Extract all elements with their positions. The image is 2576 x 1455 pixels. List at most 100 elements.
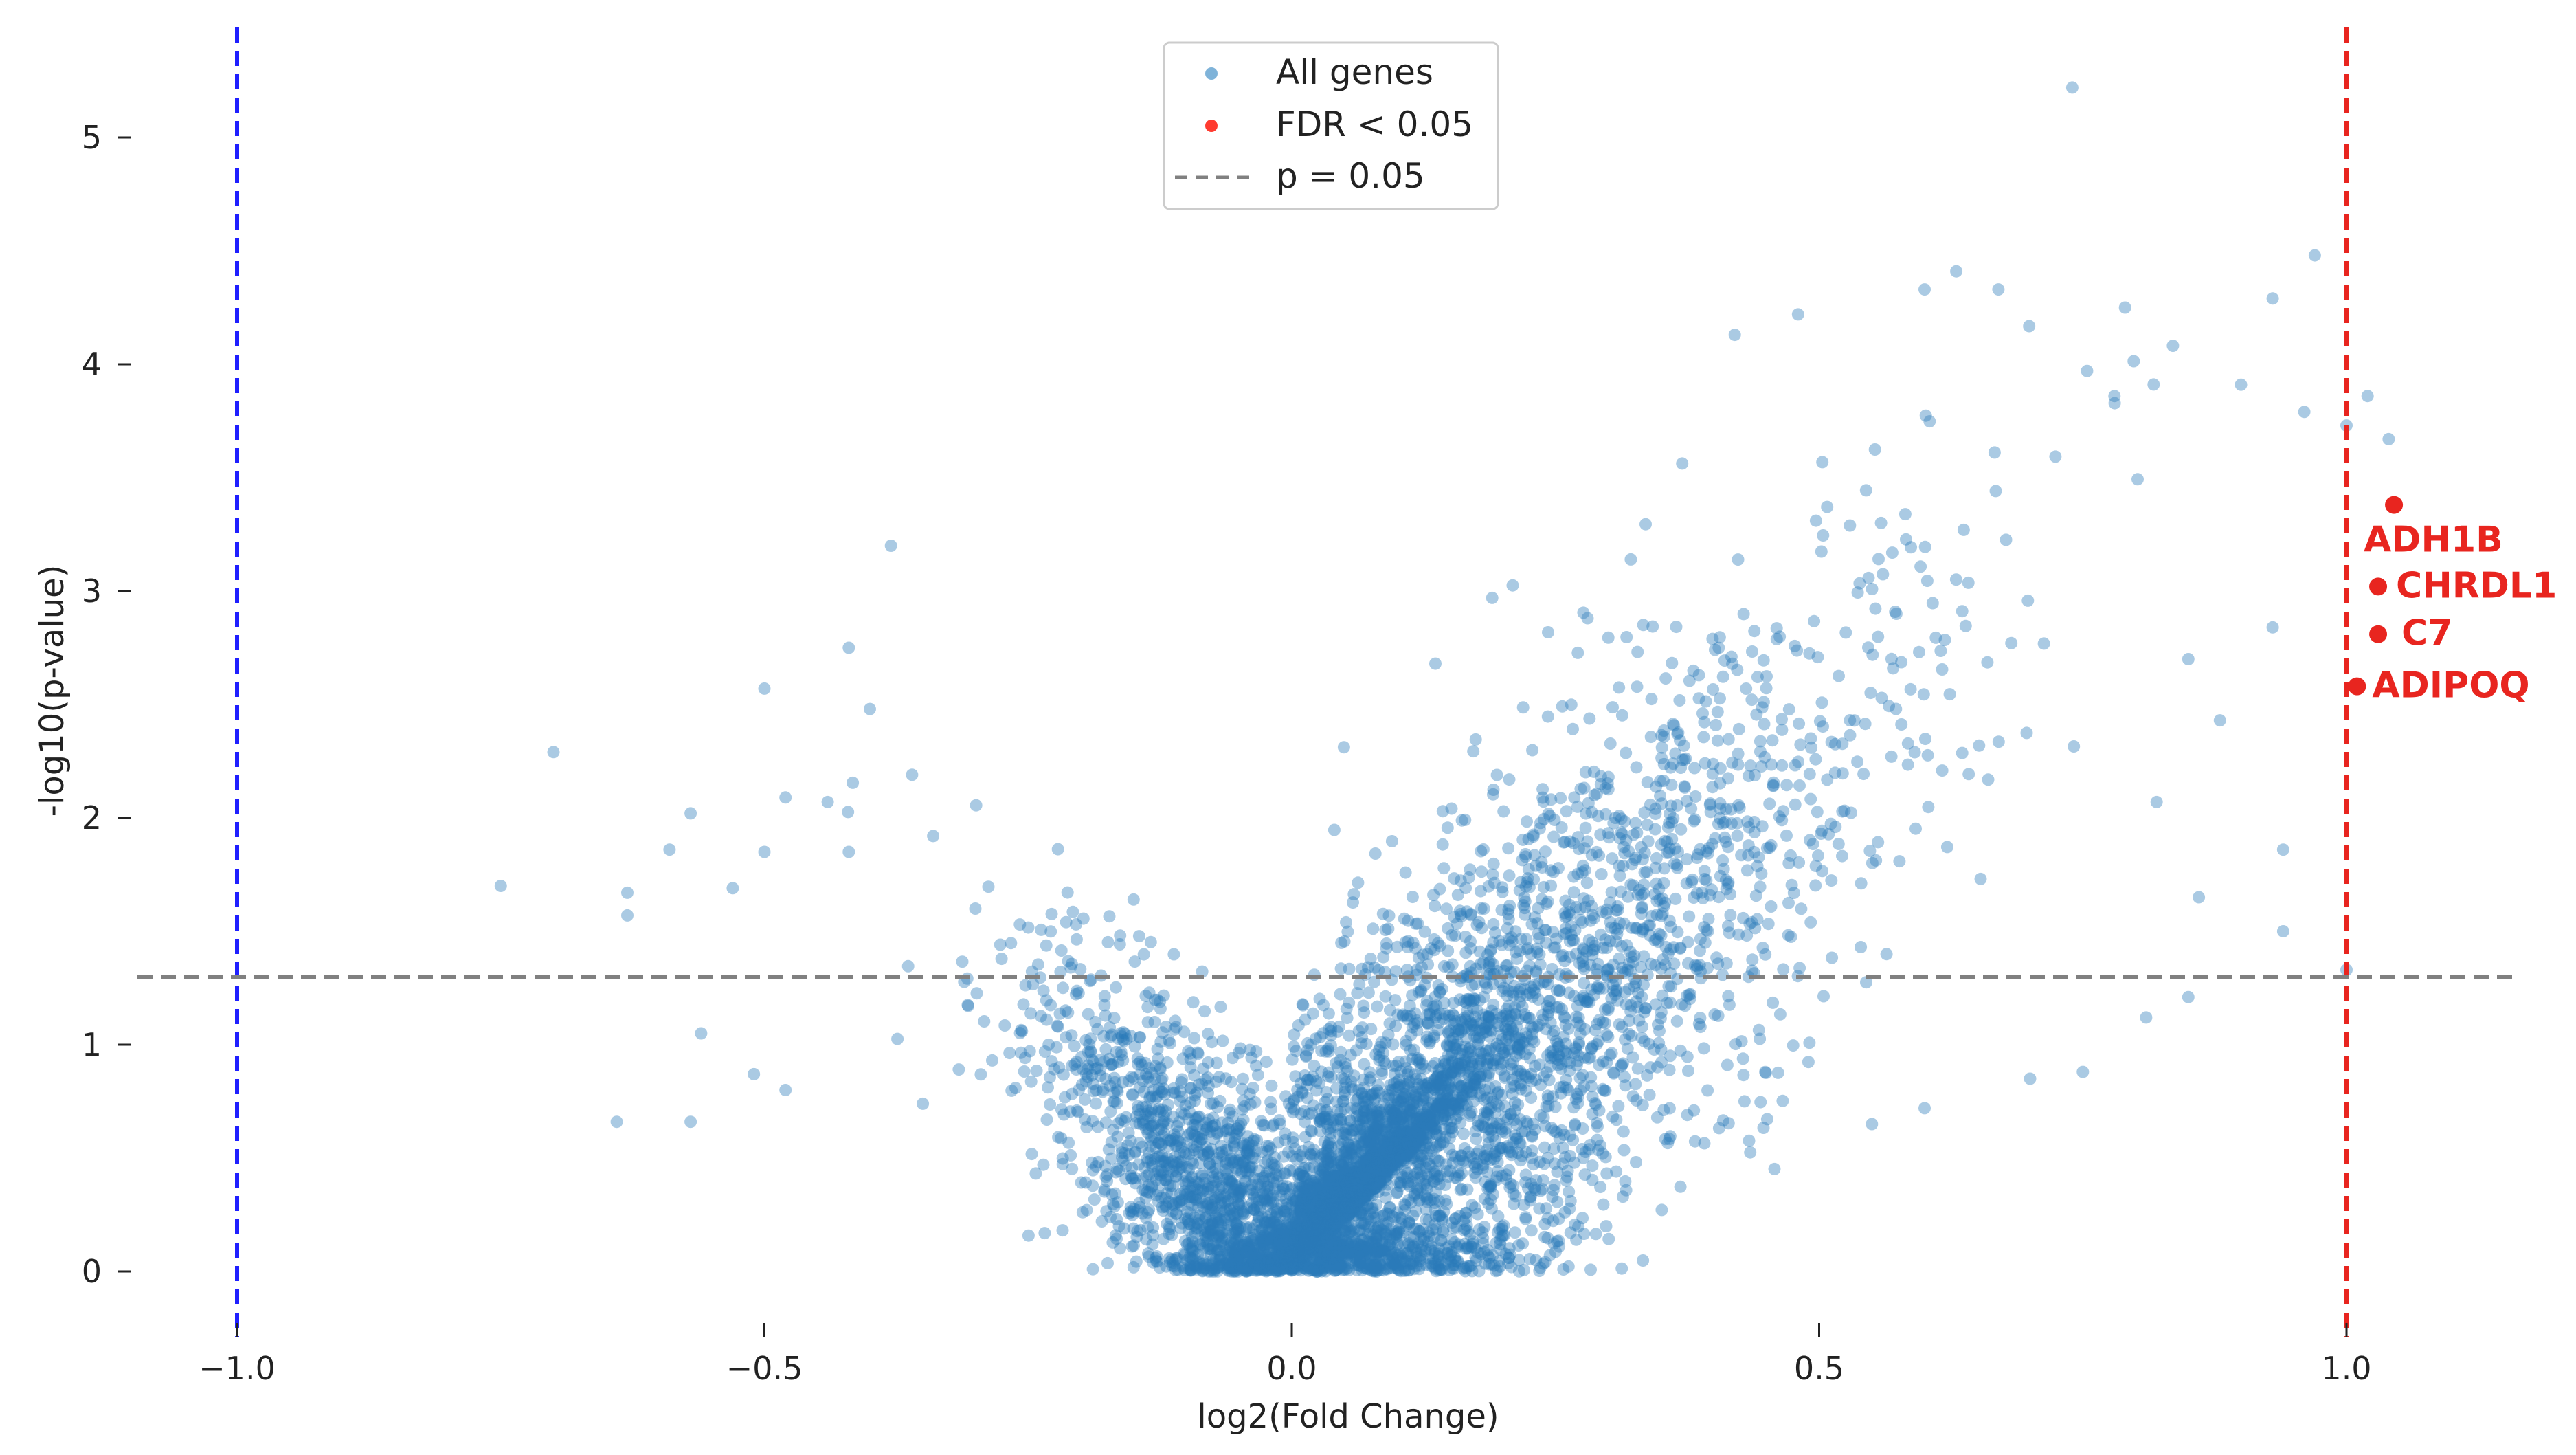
gene-point [1578,1168,1591,1181]
gene-point [1489,1134,1501,1147]
gene-point [1290,1045,1303,1058]
gene-point [1673,694,1686,707]
gene-point [1637,1254,1650,1267]
gene-point [1611,904,1624,917]
gene-point [1533,1265,1546,1277]
gene-point [1659,672,1672,685]
gene-point [1371,1079,1385,1091]
gene-point [1661,1137,1675,1150]
gene-point [1514,1082,1527,1096]
gene-point [1314,1124,1327,1137]
gene-point [1302,1179,1315,1191]
gene-point [1453,1065,1466,1078]
gene-point [1426,1252,1440,1265]
gene-point [1419,1174,1432,1187]
gene-point [1505,1146,1519,1159]
gene-point [1496,881,1509,894]
gene-point [1428,1122,1441,1135]
gene-point [1697,1042,1710,1055]
gene-point [1821,500,1834,513]
gene-point [1407,936,1420,949]
gene-point [1434,1062,1447,1075]
gene-point [1538,1256,1552,1269]
gene-point [1410,1223,1423,1235]
gene-point [1398,912,1411,925]
gene-point [2068,740,2081,753]
gene-point [1586,1090,1599,1103]
gene-point [1729,1038,1742,1051]
gene-point [1629,817,1642,830]
gene-point [1622,1028,1635,1041]
gene-point [1671,926,1684,939]
gene-point [1664,1049,1677,1063]
gene-point [1287,1260,1300,1274]
gene-point [1616,1190,1629,1203]
gene-point [1521,964,1534,977]
gene-point [1370,1265,1383,1278]
gene-point [1415,984,1428,997]
gene-point [1782,929,1795,942]
gene-point [1541,1089,1554,1102]
gene-point [1719,874,1732,887]
gene-point [1304,1256,1317,1269]
gene-point [1773,810,1786,823]
gene-point [2000,533,2013,546]
gene-point [1638,1035,1651,1048]
gene-point [1594,1139,1607,1152]
gene-point [1845,806,1857,819]
gene-point [1681,1050,1694,1063]
gene-point [1670,621,1683,634]
gene-point [1828,766,1841,779]
gene-point [1398,1102,1411,1115]
gene-point [1666,656,1679,669]
gene-point [1682,1065,1694,1077]
gene-point [1479,1175,1492,1188]
gene-point [1319,1096,1332,1109]
gene-point [1496,885,1509,898]
gene-point [1490,1236,1503,1249]
gene-point [1576,951,1589,964]
gene-point [1459,931,1472,943]
gene-point [1683,992,1696,1006]
gene-point [1438,1258,1451,1271]
gene-point [1439,1098,1452,1110]
gene-point [1683,910,1696,923]
gene-point [1574,782,1587,795]
gene-point [1688,813,1701,826]
gene-point [1643,1089,1656,1101]
gene-point [1561,1164,1574,1177]
gene-point [1765,900,1778,913]
gene-point [1569,924,1582,937]
gene-point [1448,911,1461,924]
gene-point [1486,977,1499,990]
gene-point [1520,943,1533,956]
gene-point [1824,817,1837,830]
gene-point [1644,731,1657,744]
gene-point [1477,902,1490,915]
gene-point [1333,1148,1345,1162]
gene-point [1754,1096,1767,1109]
gene-point [1880,948,1893,961]
gene-point [1411,1014,1423,1027]
gene-point [1399,936,1412,948]
gene-point [1606,1110,1620,1123]
gene-point [1414,985,1427,998]
gene-point [1460,997,1472,1010]
gene-point [1495,938,1508,951]
gene-point [1477,843,1490,856]
gene-point [1411,1250,1424,1263]
gene-point [1301,1225,1314,1239]
gene-point [1451,1036,1464,1049]
gene-point [1541,895,1554,908]
gene-point [1602,1003,1615,1017]
gene-point [1613,681,1626,694]
gene-point [1349,1044,1363,1057]
gene-point [1635,841,1648,854]
gene-point [1688,891,1700,904]
gene-point [1668,857,1681,870]
gene-point [1754,745,1767,758]
gene-point [1649,959,1662,972]
gene-point [1658,862,1671,875]
gene-point [1584,1263,1597,1276]
gene-point [1742,770,1755,783]
